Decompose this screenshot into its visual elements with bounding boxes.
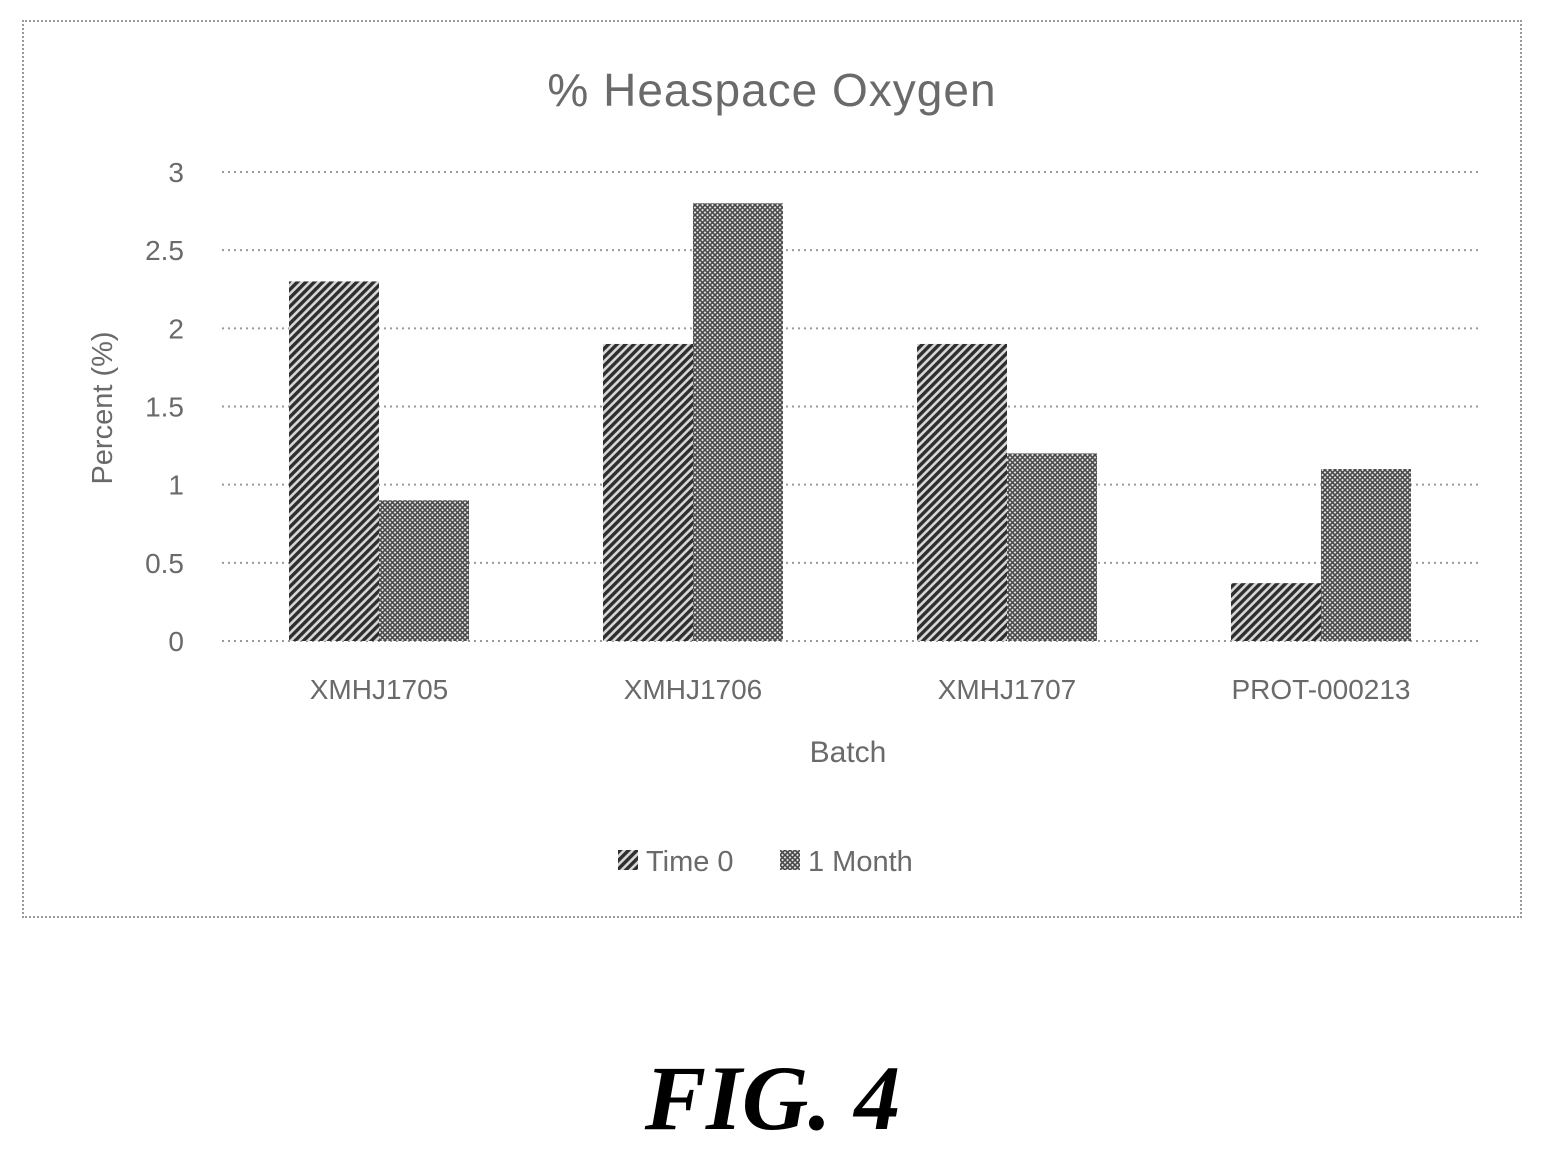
bar-time-0-xmhj1705 [289,281,379,641]
x-tick-label: XMHJ1706 [624,674,763,705]
y-tick-label: 1 [168,470,184,501]
bar-1-month-xmhj1707 [1007,453,1097,641]
bars [289,203,1411,641]
y-axis-ticks: 0 0.5 1 1.5 2 2.5 3 [145,157,184,657]
bar-1-month-xmhj1705 [379,500,469,641]
legend-label: 1 Month [808,846,913,878]
x-tick-label: PROT-000213 [1232,674,1411,705]
y-tick-label: 2.5 [145,235,184,266]
x-tick-label: XMHJ1707 [938,674,1077,705]
x-tick-label: XMHJ1705 [310,674,449,705]
y-tick-label: 3 [168,157,184,188]
figure-caption: FIG. 4 [644,1047,901,1149]
bar-1-month-xmhj1706 [693,203,783,641]
y-tick-label: 0.5 [145,548,184,579]
bar-1-month-prot-000213 [1321,469,1411,641]
bar-time-0-xmhj1706 [603,343,693,641]
y-tick-label: 2 [168,313,184,344]
bar-time-0-prot-000213 [1231,583,1321,641]
legend-swatch [780,850,800,870]
legend: Time 0 1 Month [618,846,913,878]
bar-chart: % Heaspace Oxygen 0 0.5 1 1.5 2 2.5 3 XMHJ1705… [87,64,1478,878]
bar-time-0-xmhj1707 [917,343,1007,641]
y-tick-label: 0 [168,626,184,657]
x-axis-label: Batch [810,736,887,769]
y-axis-label: Percent (%) [87,331,119,484]
chart-frame [22,20,1522,918]
legend-swatch [618,850,638,870]
y-tick-label: 1.5 [145,392,184,423]
chart-title: % Heaspace Oxygen [547,64,996,116]
legend-label: Time 0 [646,846,734,878]
x-axis-ticks: XMHJ1705 XMHJ1706 XMHJ1707 PROT-000213 [310,674,1411,705]
